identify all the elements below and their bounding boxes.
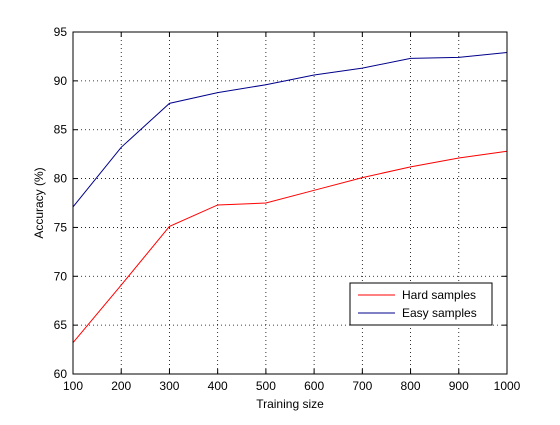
legend-label: Hard samples	[402, 288, 476, 302]
x-tick-label: 300	[159, 379, 179, 393]
x-tick-label: 100	[63, 379, 83, 393]
x-axis-label: Training size	[256, 397, 324, 411]
series-line-hard-samples	[72, 150, 508, 344]
y-tick-label: 60	[54, 367, 68, 381]
legend-box	[349, 282, 493, 326]
y-axis-label: Accuracy (%)	[32, 167, 46, 238]
y-tick-label: 75	[54, 220, 68, 234]
legend: Hard samples Easy samples	[349, 282, 493, 326]
x-tick-label: 600	[304, 379, 324, 393]
x-tick-label: 900	[449, 379, 469, 393]
x-tick-label: 400	[208, 379, 228, 393]
ticks: 100 200 300 400 500 600 700 800 900 1000 60 65 70 75 8…	[54, 25, 521, 393]
y-tick-label: 80	[54, 172, 68, 186]
y-tick-label: 70	[54, 269, 68, 283]
x-tick-label: 1000	[494, 379, 521, 393]
x-tick-label: 800	[401, 379, 421, 393]
series-line-easy-samples	[72, 52, 508, 208]
legend-label: Easy samples	[402, 306, 477, 320]
y-tick-label: 95	[54, 25, 68, 39]
x-tick-label: 200	[111, 379, 131, 393]
series-lines	[72, 52, 508, 344]
x-tick-label: 500	[256, 379, 276, 393]
y-tick-label: 90	[54, 74, 68, 88]
x-tick-label: 700	[352, 379, 372, 393]
y-tick-label: 65	[54, 318, 68, 332]
y-tick-label: 85	[54, 123, 68, 137]
plot-frame	[72, 31, 508, 375]
